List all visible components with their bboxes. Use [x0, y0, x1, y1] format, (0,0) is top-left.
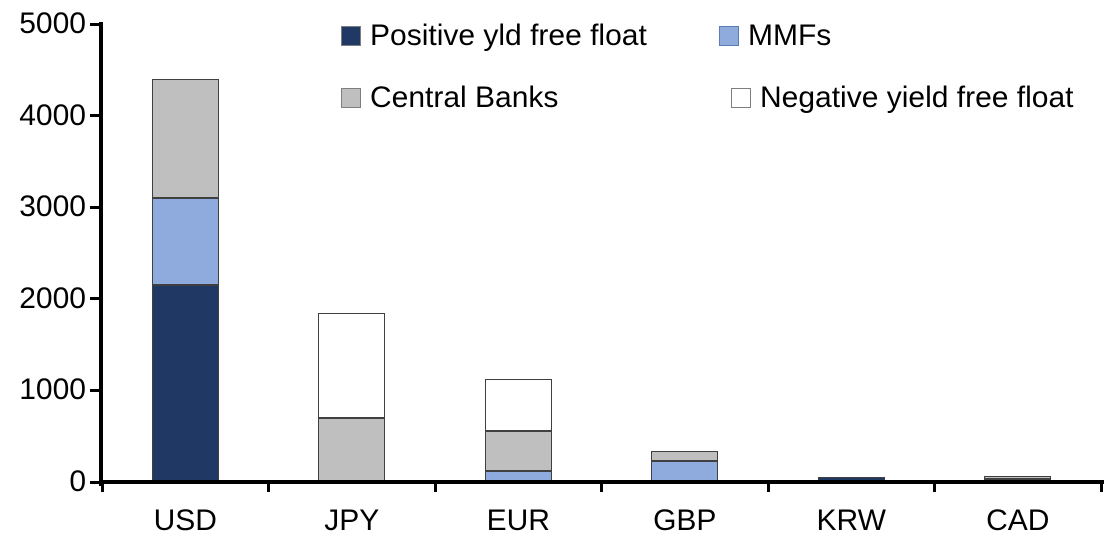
x-axis-label-jpy: JPY [324, 504, 380, 537]
legend-swatch-central-banks [341, 88, 361, 108]
legend-item-mmfs: MMFs [719, 19, 831, 53]
y-axis-tick [90, 297, 102, 301]
bar-segment-GBP-central-banks [651, 450, 719, 461]
bar-segment-JPY-central-banks [318, 417, 386, 482]
x-axis-line [99, 480, 1104, 484]
y-axis-tick-label: 2000 [19, 281, 86, 315]
y-axis-tick-label: 3000 [19, 190, 86, 224]
bar-segment-USD-mmfs [151, 198, 219, 286]
y-axis-tick [90, 114, 102, 118]
legend-label: Negative yield free float [760, 81, 1074, 114]
x-axis-label-krw: KRW [816, 504, 886, 537]
bar-segment-USD-positive-yld-free-float [151, 285, 219, 482]
y-axis-tick [90, 480, 102, 484]
bar-segment-CAD-central-banks [984, 475, 1052, 480]
x-axis-tick [267, 482, 270, 492]
y-axis-tick [90, 388, 102, 392]
x-axis-tick [600, 482, 603, 492]
legend-item-central-banks: Central Banks [341, 81, 558, 115]
legend-swatch-negative-yield-free-float [731, 88, 751, 108]
bar-segment-EUR-central-banks [484, 430, 552, 471]
y-axis-tick-label: 4000 [19, 98, 86, 132]
x-axis-label-eur: EUR [486, 504, 550, 537]
legend-item-negative-yield-free-float: Negative yield free float [731, 81, 1074, 115]
bar-segment-EUR-negative-yield-free-float [484, 379, 552, 431]
legend-swatch-positive-yld-free-float [341, 26, 361, 46]
legend-swatch-mmfs [719, 26, 739, 46]
x-axis-tick [100, 482, 104, 492]
x-axis-tick [433, 482, 437, 492]
bar-segment-USD-central-banks [151, 78, 219, 199]
legend-item-positive-yld-free-float: Positive yld free float [341, 19, 647, 53]
y-axis-tick [90, 22, 102, 26]
x-axis-tick [1099, 482, 1103, 492]
bar-segment-GBP-mmfs [651, 460, 719, 482]
y-axis-tick-label: 1000 [19, 373, 86, 407]
y-axis-line [99, 22, 103, 486]
x-axis-label-usd: USD [153, 504, 217, 537]
x-axis-tick [933, 482, 936, 492]
y-axis-tick [90, 205, 102, 209]
bar-segment-JPY-negative-yield-free-float [318, 312, 386, 418]
y-axis-tick-label: 0 [69, 465, 86, 498]
legend-label: Central Banks [370, 81, 559, 114]
legend-label: Positive yld free float [370, 19, 647, 52]
y-axis-tick-label: 5000 [19, 7, 86, 40]
legend-label: MMFs [748, 19, 832, 52]
x-axis-label-cad: CAD [986, 504, 1050, 537]
x-axis-tick [766, 482, 770, 492]
x-axis-label-gbp: GBP [653, 504, 717, 537]
